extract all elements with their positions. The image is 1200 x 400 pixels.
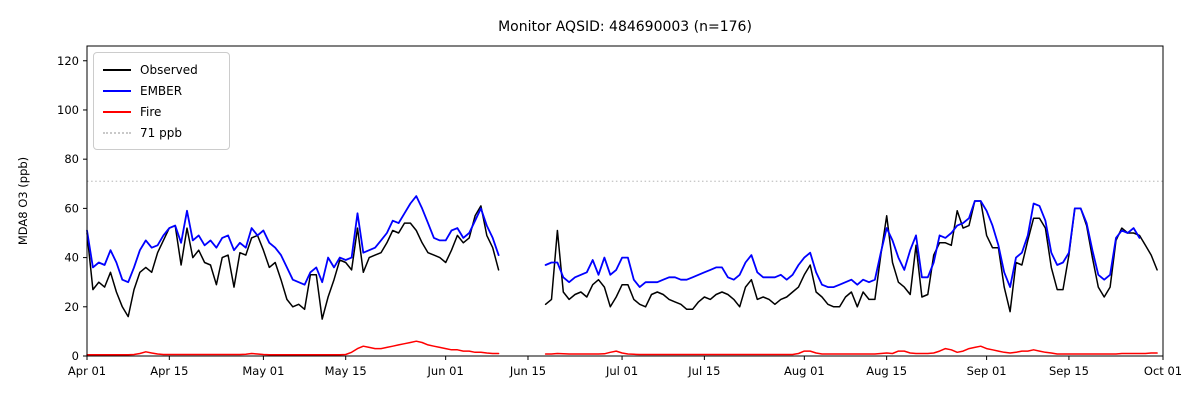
series-fire bbox=[86, 340, 1158, 356]
legend-label-threshold: 71 ppb bbox=[140, 125, 182, 140]
x-tick-label: May 15 bbox=[325, 364, 367, 378]
y-tick-label: 100 bbox=[57, 103, 79, 117]
legend-label-observed: Observed bbox=[140, 62, 198, 77]
y-tick-label: 60 bbox=[64, 201, 79, 215]
x-tick-label: Sep 15 bbox=[1049, 364, 1089, 378]
x-tick-label: May 01 bbox=[242, 364, 284, 378]
x-axis: Apr 01 Apr 15 May 01 May 15 Jun 01 Jun 15 Jul … bbox=[68, 356, 1182, 378]
fire-line-sample-icon bbox=[103, 110, 131, 113]
series-observed bbox=[86, 200, 1158, 320]
x-tick-label: Apr 15 bbox=[150, 364, 188, 378]
legend: Observed EMBER Fire 71 ppb bbox=[93, 52, 230, 150]
y-tick-label: 20 bbox=[64, 300, 79, 314]
y-tick-label: 80 bbox=[64, 152, 79, 166]
y-tick-label: 120 bbox=[57, 54, 79, 68]
ember-line-sample-icon bbox=[103, 89, 131, 92]
legend-label-ember: EMBER bbox=[140, 83, 183, 98]
x-tick-label: Jul 01 bbox=[605, 364, 638, 378]
observed-line-sample-icon bbox=[103, 68, 131, 71]
legend-label-fire: Fire bbox=[140, 104, 162, 119]
x-tick-label: Oct 01 bbox=[1144, 364, 1182, 378]
series-ember bbox=[86, 195, 1141, 288]
x-tick-label: Sep 01 bbox=[967, 364, 1007, 378]
plot-frame bbox=[86, 45, 1164, 357]
x-tick-label: Jul 15 bbox=[687, 364, 720, 378]
x-tick-label: Apr 01 bbox=[68, 364, 106, 378]
legend-item-observed: Observed bbox=[103, 59, 221, 80]
y-axis-label: MDA8 O3 (ppb) bbox=[16, 156, 30, 246]
chart-title: Monitor AQSID: 484690003 (n=176) bbox=[498, 19, 752, 35]
y-axis: 0 20 40 60 80 100 120 bbox=[57, 54, 87, 363]
x-tick-label: Aug 01 bbox=[784, 364, 825, 378]
x-tick-label: Jun 01 bbox=[427, 364, 464, 378]
x-tick-label: Aug 15 bbox=[866, 364, 907, 378]
legend-item-threshold: 71 ppb bbox=[103, 122, 221, 143]
y-tick-label: 40 bbox=[64, 251, 79, 265]
threshold-line-sample-icon bbox=[103, 131, 131, 134]
legend-item-ember: EMBER bbox=[103, 80, 221, 101]
legend-item-fire: Fire bbox=[103, 101, 221, 122]
x-tick-label: Jun 15 bbox=[509, 364, 546, 378]
y-tick-label: 0 bbox=[72, 349, 79, 363]
